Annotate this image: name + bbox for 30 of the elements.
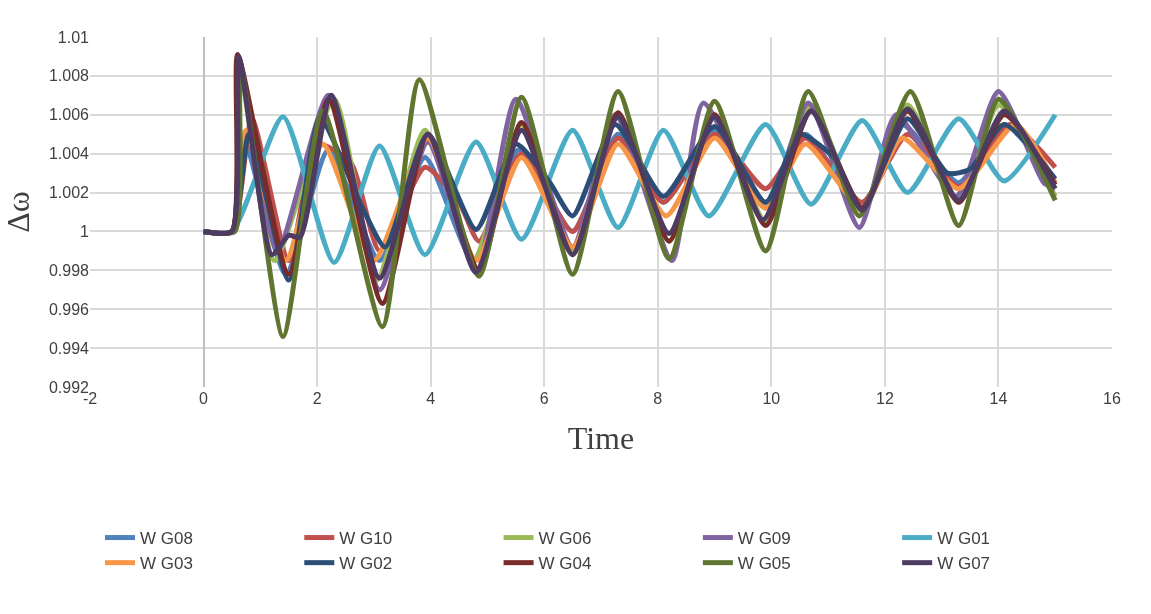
x-tick-label: 16	[1103, 390, 1121, 407]
y-tick-label: 1.002	[48, 184, 90, 202]
legend-label: W G03	[140, 554, 193, 574]
legend-label: W G02	[339, 554, 393, 574]
y-tick-label: 1.008	[48, 67, 90, 85]
legend-label: W G05	[737, 554, 791, 574]
x-tick-label: 8	[653, 390, 663, 407]
x-tick-label: 12	[875, 390, 894, 407]
y-tick-label: 0.998	[48, 261, 90, 279]
legend-label: W G10	[339, 529, 393, 549]
legend-label: W G06	[538, 529, 592, 549]
y-axis-title: Δω	[0, 191, 36, 233]
legend-label: W G01	[937, 529, 991, 549]
x-axis-title: Time	[567, 419, 635, 456]
x-tick-label: 14	[989, 390, 1008, 407]
x-tick-label: 10	[762, 390, 781, 407]
y-tick-label: 0.994	[48, 339, 90, 357]
legend-label: W G09	[737, 529, 791, 549]
y-tick-label: 1	[80, 223, 90, 241]
x-tick-label: 2	[312, 390, 322, 407]
y-tick-label: 0.996	[48, 300, 90, 318]
legend-label: W G07	[937, 554, 991, 574]
x-tick-label: 6	[539, 390, 549, 407]
legend-label: W G04	[538, 554, 592, 574]
legend-label: W G08	[140, 529, 193, 549]
y-tick-label: 1.006	[48, 106, 90, 124]
x-tick-label: 0	[199, 390, 209, 407]
y-tick-label: 1.004	[48, 145, 90, 163]
x-tick-label: 4	[426, 390, 436, 407]
y-tick-label: 1.01	[57, 28, 90, 46]
